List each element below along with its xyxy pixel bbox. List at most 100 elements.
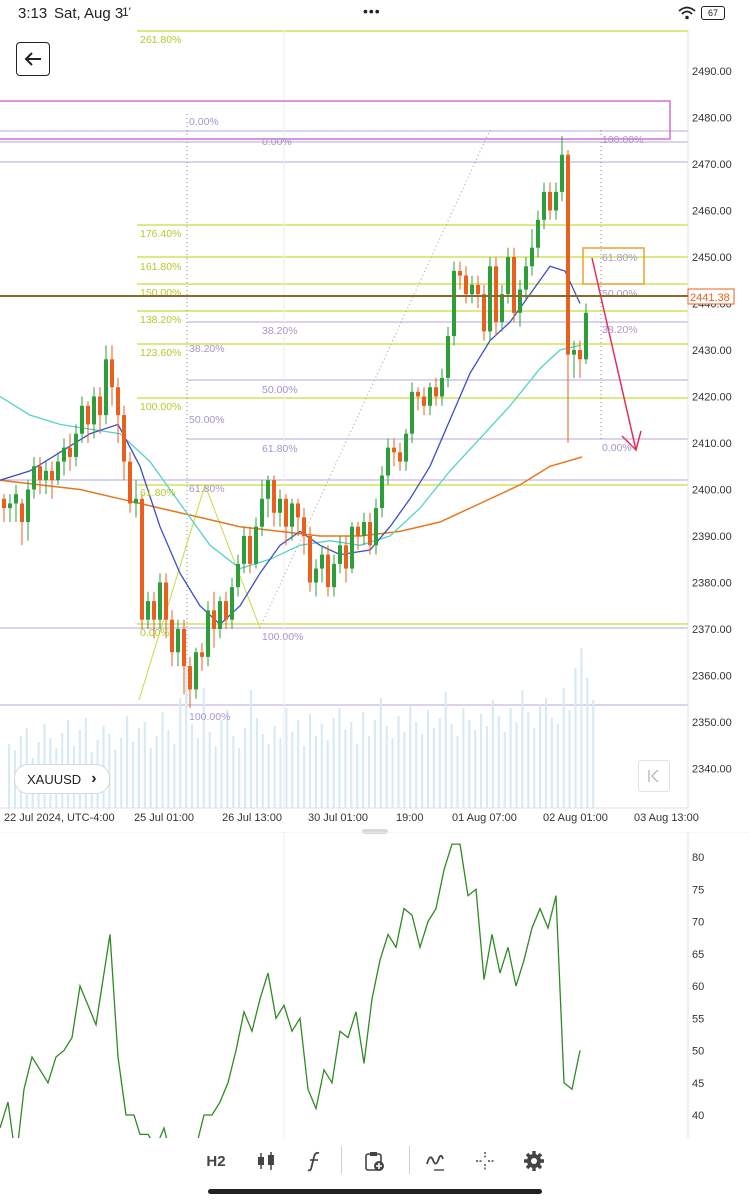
- candle-body[interactable]: [572, 350, 576, 355]
- candle-body[interactable]: [578, 350, 582, 360]
- candle-body[interactable]: [248, 536, 252, 564]
- candle-body[interactable]: [242, 536, 246, 564]
- candle-body[interactable]: [116, 387, 120, 416]
- candle-body[interactable]: [188, 666, 192, 690]
- candle-body[interactable]: [518, 289, 522, 313]
- candle-body[interactable]: [218, 601, 222, 629]
- candle-body[interactable]: [20, 503, 24, 523]
- candle-body[interactable]: [86, 405, 90, 425]
- candle-body[interactable]: [314, 568, 318, 583]
- candle-body[interactable]: [452, 270, 456, 337]
- candle-body[interactable]: [176, 629, 180, 653]
- candle-body[interactable]: [74, 433, 78, 457]
- candle-body[interactable]: [386, 447, 390, 476]
- candle-body[interactable]: [104, 359, 108, 416]
- candle-body[interactable]: [26, 489, 30, 523]
- candle-body[interactable]: [44, 470, 48, 481]
- candle-body[interactable]: [254, 526, 258, 564]
- candle-body[interactable]: [446, 336, 450, 378]
- candle-body[interactable]: [356, 526, 360, 536]
- candle-body[interactable]: [362, 522, 366, 536]
- candle-body[interactable]: [224, 601, 228, 620]
- candle-body[interactable]: [488, 266, 492, 332]
- candle-body[interactable]: [476, 284, 480, 295]
- candle-body[interactable]: [302, 517, 306, 536]
- candle-body[interactable]: [410, 391, 414, 434]
- candle-body[interactable]: [554, 191, 558, 211]
- candle-body[interactable]: [374, 508, 378, 546]
- candle-body[interactable]: [68, 447, 72, 457]
- candle-body[interactable]: [380, 475, 384, 509]
- candle-body[interactable]: [350, 526, 354, 569]
- candle-body[interactable]: [434, 387, 438, 397]
- candle-body[interactable]: [236, 563, 240, 588]
- candle-body[interactable]: [110, 359, 114, 388]
- candle-body[interactable]: [494, 266, 498, 323]
- jump-to-end-button[interactable]: [638, 760, 670, 792]
- candle-body[interactable]: [566, 154, 570, 355]
- resistance-zone-box[interactable]: [0, 100, 671, 140]
- candle-body[interactable]: [290, 503, 294, 527]
- candle-body[interactable]: [368, 522, 372, 546]
- chart-type-button[interactable]: [252, 1146, 280, 1176]
- indicators-button[interactable]: [302, 1146, 328, 1176]
- candle-body[interactable]: [530, 247, 534, 267]
- candle-body[interactable]: [308, 536, 312, 583]
- candle-body[interactable]: [458, 270, 462, 276]
- candle-body[interactable]: [32, 466, 36, 490]
- candle-body[interactable]: [170, 619, 174, 653]
- candle-body[interactable]: [266, 480, 270, 499]
- candle-body[interactable]: [164, 582, 168, 620]
- candle-body[interactable]: [230, 587, 234, 620]
- candle-body[interactable]: [134, 498, 138, 504]
- candle-body[interactable]: [284, 498, 288, 527]
- candle-body[interactable]: [38, 466, 42, 481]
- candle-body[interactable]: [398, 452, 402, 462]
- candle-body[interactable]: [500, 294, 504, 323]
- candle-body[interactable]: [206, 610, 210, 657]
- candle-body[interactable]: [428, 387, 432, 406]
- candle-body[interactable]: [392, 447, 396, 453]
- price-chart[interactable]: 261.80% 176.40% 161.80% 150.00% 138.20% 123.6…: [0, 0, 750, 830]
- symbol-selector[interactable]: XAUUSD ›: [14, 764, 110, 794]
- candle-body[interactable]: [92, 396, 96, 425]
- candle-body[interactable]: [152, 601, 156, 620]
- candle-body[interactable]: [128, 461, 132, 504]
- drawing-tools-button[interactable]: [422, 1146, 448, 1176]
- templates-button[interactable]: [362, 1146, 388, 1176]
- candle-body[interactable]: [146, 601, 150, 620]
- candle-body[interactable]: [422, 396, 426, 406]
- more-dots[interactable]: •••: [363, 3, 381, 19]
- candle-body[interactable]: [272, 480, 276, 513]
- candle-body[interactable]: [332, 563, 336, 588]
- candle-body[interactable]: [524, 266, 528, 290]
- candle-body[interactable]: [296, 503, 300, 518]
- candle-body[interactable]: [260, 498, 264, 527]
- settings-button[interactable]: [521, 1146, 547, 1176]
- candle-body[interactable]: [122, 415, 126, 462]
- forecast-arrow[interactable]: [591, 257, 637, 451]
- candle-body[interactable]: [278, 498, 282, 513]
- candle-body[interactable]: [506, 257, 510, 295]
- candle-body[interactable]: [50, 470, 54, 481]
- candle-body[interactable]: [56, 461, 60, 481]
- candle-body[interactable]: [80, 405, 84, 434]
- candle-body[interactable]: [326, 554, 330, 588]
- candle-body[interactable]: [182, 629, 186, 667]
- candle-body[interactable]: [548, 191, 552, 211]
- target-zone-box[interactable]: [582, 247, 645, 285]
- candle-body[interactable]: [440, 377, 444, 397]
- candle-body[interactable]: [560, 154, 564, 192]
- back-button[interactable]: [16, 42, 50, 76]
- candle-body[interactable]: [140, 498, 144, 620]
- candle-body[interactable]: [584, 312, 588, 360]
- oscillator-chart[interactable]: 80 75 70 65 60 55 50 45 40: [0, 832, 750, 1138]
- candle-body[interactable]: [470, 284, 474, 295]
- candle-body[interactable]: [194, 652, 198, 690]
- candle-body[interactable]: [8, 503, 12, 509]
- candle-body[interactable]: [404, 433, 408, 462]
- candle-body[interactable]: [158, 582, 162, 620]
- candle-body[interactable]: [512, 257, 516, 313]
- candle-body[interactable]: [200, 652, 204, 657]
- candle-body[interactable]: [542, 191, 546, 220]
